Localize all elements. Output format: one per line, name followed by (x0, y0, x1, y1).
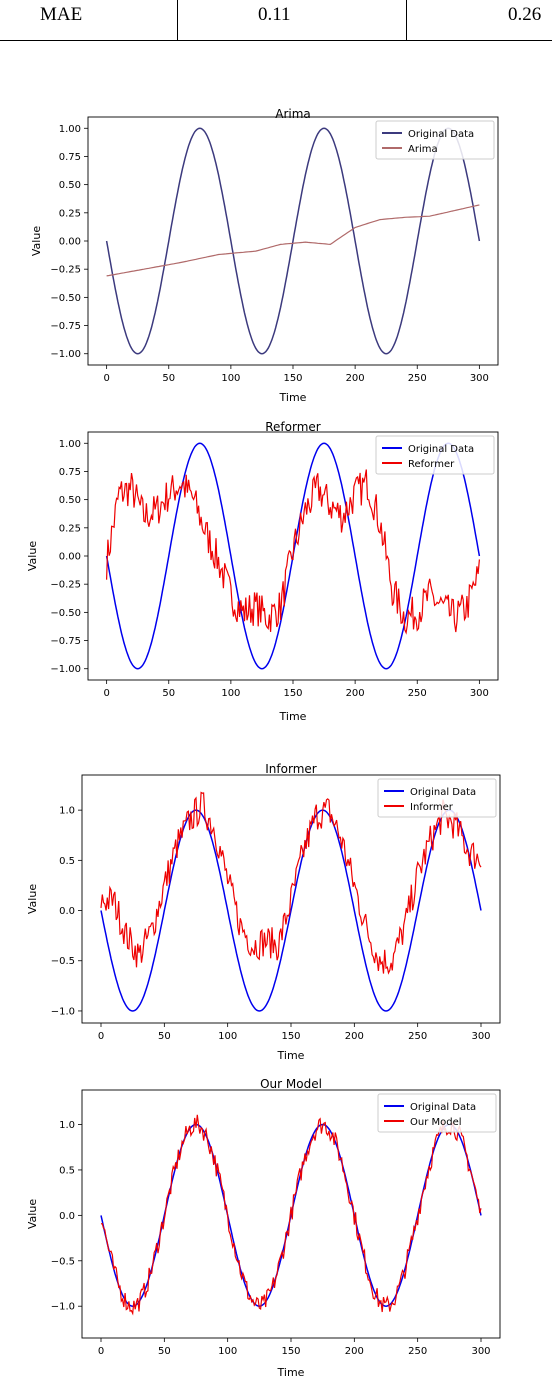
y-tick-label: 0.50 (59, 495, 81, 506)
x-tick-label: 50 (158, 1346, 171, 1357)
metric-name-cell: MAE (40, 4, 83, 25)
legend-box (377, 778, 497, 818)
y-tick-label: −1.0 (51, 1302, 75, 1313)
metric-value-cell: 0.11 (258, 4, 291, 25)
x-axis-label: Time (279, 710, 307, 723)
legend-label: Original Data (408, 444, 474, 455)
x-axis-label: Time (277, 1366, 305, 1379)
y-axis-label: Value (26, 541, 39, 571)
series-line (106, 469, 480, 635)
x-tick-label: 50 (158, 1031, 171, 1042)
legend-box (377, 1093, 497, 1133)
y-tick-label: 1.0 (59, 806, 75, 817)
reformer-chart: Reformer 0 50 100 150 200 250 300 −1.00 −0.75 −0.5… (26, 420, 499, 723)
y-axis-label: Value (30, 226, 43, 256)
chart-title: Arima (275, 107, 311, 121)
column-divider (406, 0, 407, 40)
x-tick-label: 150 (283, 373, 302, 384)
y-tick-label: −0.50 (50, 293, 81, 304)
x-tick-label: 250 (408, 1031, 427, 1042)
x-tick-label: 300 (471, 1031, 490, 1042)
x-tick-label: 250 (408, 373, 427, 384)
y-tick-label: 0.75 (59, 152, 81, 163)
y-tick-label: 1.00 (59, 439, 81, 450)
y-axis-label: Value (26, 1199, 39, 1229)
y-tick-label: 1.00 (59, 124, 81, 135)
y-tick-label: 1.0 (59, 1120, 75, 1131)
x-tick-label: 300 (470, 688, 489, 699)
y-tick-label: 0.5 (59, 1165, 75, 1176)
x-tick-label: 200 (346, 688, 365, 699)
series-line (100, 1123, 482, 1307)
legend-box (375, 435, 495, 475)
x-tick-label: 150 (281, 1346, 300, 1357)
x-tick-label: 100 (221, 688, 240, 699)
x-tick-label: 150 (281, 1031, 300, 1042)
metrics-table-row: MAE 0.11 0.26 (0, 0, 552, 41)
our-model-chart: Our Model 0 50 100 150 200 250 300 −1.0 −0.5 0.0 0.… (26, 1077, 501, 1379)
informer-chart: Informer 0 50 100 150 200 250 300 −1.0 −0.5 0.0 0.5… (26, 762, 501, 1062)
x-tick-label: 150 (283, 688, 302, 699)
series-line (106, 204, 480, 277)
x-tick-label: 100 (218, 1031, 237, 1042)
arima-chart: Arima 0 50 100 150 200 250 300 −1.00 −0.75 −0.50 −0… (30, 107, 499, 404)
x-tick-label: 200 (345, 1031, 364, 1042)
legend-label: Informer (410, 802, 454, 813)
y-tick-label: −1.00 (50, 664, 81, 675)
series-line (105, 127, 481, 355)
y-tick-label: 0.25 (59, 523, 81, 534)
y-tick-label: 0.00 (59, 237, 81, 248)
chart-title: Our Model (260, 1077, 322, 1091)
series-line (100, 1114, 482, 1316)
chart-title: Informer (265, 762, 317, 776)
y-tick-label: −0.75 (50, 636, 81, 647)
y-tick-label: −1.00 (50, 349, 81, 360)
x-tick-label: 250 (408, 688, 427, 699)
series-line (100, 809, 482, 1012)
series-line (100, 791, 482, 975)
y-tick-label: 0.5 (59, 856, 75, 867)
y-tick-label: 0.0 (59, 1211, 75, 1222)
y-tick-label: −0.5 (51, 956, 75, 967)
x-tick-label: 100 (218, 1346, 237, 1357)
x-tick-label: 300 (470, 373, 489, 384)
legend-label: Arima (408, 144, 438, 155)
x-axis-label: Time (279, 391, 307, 404)
x-tick-label: 200 (345, 1346, 364, 1357)
legend-label: Reformer (408, 459, 455, 470)
x-axis-label: Time (277, 1049, 305, 1062)
y-tick-label: 0.0 (59, 906, 75, 917)
y-tick-label: 0.25 (59, 208, 81, 219)
x-tick-label: 250 (408, 1346, 427, 1357)
x-tick-label: 200 (346, 373, 365, 384)
y-tick-label: 0.75 (59, 467, 81, 478)
x-tick-label: 0 (98, 1031, 104, 1042)
chart-title: Reformer (265, 420, 321, 434)
y-axis-label: Value (26, 884, 39, 914)
column-divider (177, 0, 178, 40)
y-tick-label: 0.50 (59, 180, 81, 191)
x-tick-label: 100 (221, 373, 240, 384)
x-tick-label: 0 (103, 688, 109, 699)
legend-label: Our Model (410, 1117, 462, 1128)
legend-label: Original Data (410, 787, 476, 798)
y-tick-label: −1.0 (51, 1006, 75, 1017)
x-tick-label: 50 (162, 373, 175, 384)
legend-label: Original Data (408, 129, 474, 140)
y-tick-label: −0.50 (50, 608, 81, 619)
x-tick-label: 0 (98, 1346, 104, 1357)
x-tick-label: 50 (162, 688, 175, 699)
metric-value-cell: 0.26 (508, 4, 542, 25)
y-tick-label: −0.25 (50, 265, 81, 276)
y-tick-label: 0.00 (59, 552, 81, 563)
y-tick-label: −0.75 (50, 321, 81, 332)
y-tick-label: −0.5 (51, 1256, 75, 1267)
x-tick-label: 300 (471, 1346, 490, 1357)
y-tick-label: −0.25 (50, 580, 81, 591)
x-tick-label: 0 (103, 373, 109, 384)
legend-label: Original Data (410, 1102, 476, 1113)
legend-box (375, 120, 495, 160)
